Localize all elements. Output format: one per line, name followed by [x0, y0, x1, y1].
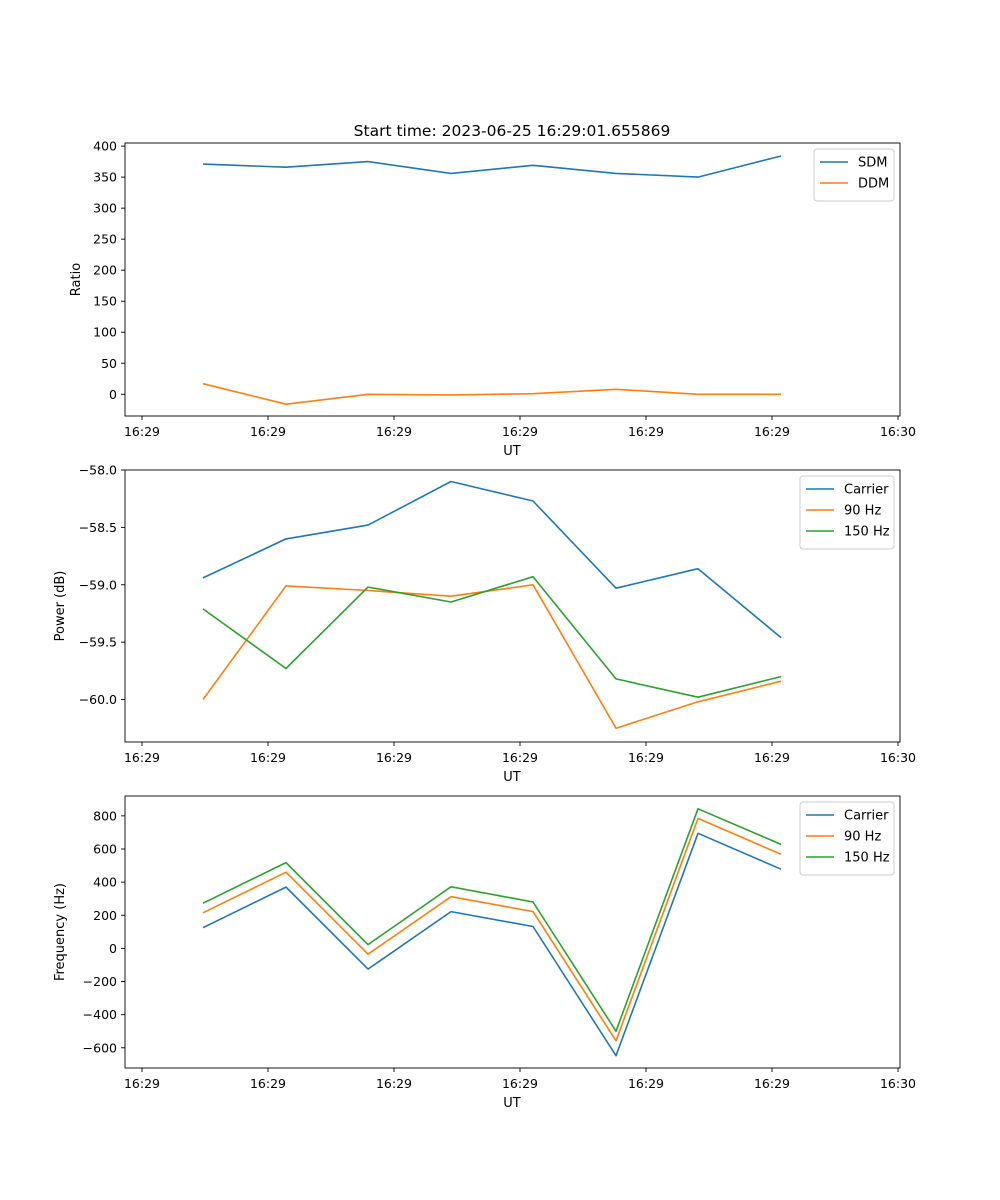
x-tick-label: 16:29: [376, 750, 412, 765]
y-tick-label: −58.5: [79, 520, 117, 535]
legend-label: SDM: [858, 156, 887, 171]
y-tick-label: −59.0: [79, 577, 117, 592]
y-tick-label: 150: [93, 294, 117, 309]
y-tick-label: −58.0: [79, 463, 117, 478]
y-tick-label: −200: [83, 974, 117, 989]
x-tick-label: 16:29: [376, 424, 412, 439]
legend: Carrier 90 Hz 150 Hz: [799, 801, 895, 876]
y-tick-label: 800: [93, 808, 117, 823]
series-line-150-hz: [202, 575, 782, 699]
legend: SDM DDM: [813, 148, 895, 202]
series-line-carrier: [202, 480, 782, 639]
x-tick-label: 16:29: [124, 1076, 160, 1091]
chart-panel-3: −600 −400 −200 0 200 400 600 800 16:29 16:29 16:29…: [53, 795, 916, 1111]
x-tick-label: 16:29: [124, 750, 160, 765]
x-tick-label: 16:29: [628, 424, 664, 439]
series-line-ddm: [202, 382, 781, 406]
series-line-carrier: [202, 832, 782, 1057]
y-tick-label: −60.0: [79, 692, 117, 707]
x-axis-label: UT: [503, 1096, 521, 1111]
legend-label: 150 Hz: [844, 851, 890, 866]
x-tick-label: 16:29: [124, 424, 160, 439]
x-tick-label: 16:29: [754, 1076, 790, 1091]
y-axis-label: Frequency (Hz): [53, 883, 68, 981]
series-line-sdm: [202, 155, 782, 178]
legend-label: DDM: [858, 177, 889, 192]
y-tick-label: 0: [109, 941, 117, 956]
y-axis-label: Power (dB): [53, 571, 68, 642]
x-tick-label: 16:29: [376, 1076, 412, 1091]
legend-label: Carrier: [844, 483, 889, 498]
y-tick-label: 300: [93, 201, 117, 216]
x-axis-label: UT: [503, 444, 521, 459]
y-tick-label: 200: [93, 908, 117, 923]
x-tick-label: 16:29: [628, 1076, 664, 1091]
y-tick-label: −59.5: [79, 635, 117, 650]
y-axis-label: Ratio: [69, 263, 84, 296]
y-tick-label: 250: [93, 232, 117, 247]
x-tick-label: 16:29: [502, 1076, 538, 1091]
y-tick-label: 600: [93, 842, 117, 857]
x-axis-label: UT: [503, 770, 521, 785]
x-tick-label: 16:29: [250, 1076, 286, 1091]
x-tick-label: 16:29: [502, 750, 538, 765]
y-tick-label: 200: [93, 263, 117, 278]
y-tick-label: 100: [93, 325, 117, 340]
legend-label: Carrier: [844, 809, 889, 824]
y-tick-label: 350: [93, 170, 117, 185]
plot-frame: [124, 142, 901, 417]
y-tick-label: −600: [83, 1040, 117, 1055]
x-tick-label: 16:30: [880, 750, 916, 765]
legend-label: 90 Hz: [844, 830, 881, 845]
series-line-90-hz: [202, 817, 782, 1042]
plot-frame: [124, 795, 901, 1069]
plot-frame: [124, 469, 901, 743]
series-line-150-hz: [202, 807, 782, 1032]
x-tick-label: 16:30: [880, 1076, 916, 1091]
figure-title: Start time: 2023-06-25 16:29:01.655869: [354, 122, 671, 140]
series-line-90-hz: [202, 583, 782, 730]
panels: 0 50 100 150 200 250 300 350 400 16:29 16:29 16:29 1…: [53, 139, 916, 1111]
x-tick-label: 16:29: [502, 424, 538, 439]
y-tick-label: 50: [101, 356, 117, 371]
x-tick-label: 16:29: [754, 424, 790, 439]
y-tick-label: 400: [93, 139, 117, 154]
chart-panel-2: −60.0 −59.5 −59.0 −58.5 −58.0 16:29 16:29 16:29…: [53, 463, 916, 786]
x-tick-label: 16:29: [628, 750, 664, 765]
chart-panel-1: 0 50 100 150 200 250 300 350 400 16:29 16:29 16:29 1…: [69, 139, 916, 459]
y-tick-label: −400: [83, 1007, 117, 1022]
y-tick-label: 400: [93, 875, 117, 890]
y-tick-label: 0: [109, 387, 117, 402]
legend-label: 90 Hz: [844, 504, 881, 519]
legend: Carrier 90 Hz 150 Hz: [799, 475, 895, 550]
x-tick-label: 16:30: [880, 424, 916, 439]
legend-label: 150 Hz: [844, 525, 890, 540]
x-tick-label: 16:29: [250, 750, 286, 765]
x-tick-label: 16:29: [250, 424, 286, 439]
x-tick-label: 16:29: [754, 750, 790, 765]
